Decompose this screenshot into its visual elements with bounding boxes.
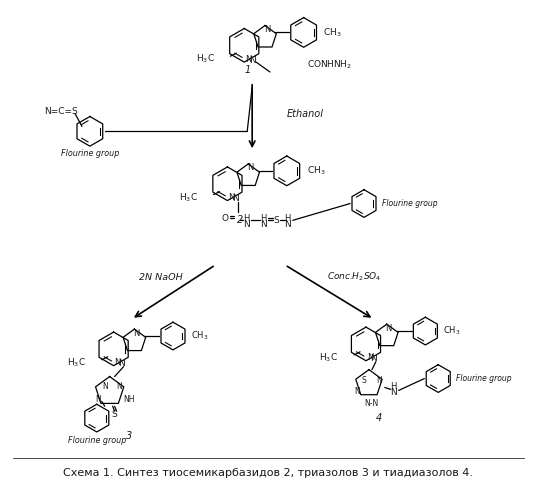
Text: N: N: [245, 54, 251, 64]
Text: N: N: [376, 376, 382, 385]
Text: CH$_3$: CH$_3$: [191, 330, 208, 342]
Text: N: N: [367, 354, 373, 362]
Text: N: N: [243, 220, 250, 229]
Text: Ethanol: Ethanol: [287, 108, 324, 118]
Text: CH$_3$: CH$_3$: [323, 26, 342, 38]
Text: CH$_3$: CH$_3$: [443, 325, 461, 338]
Text: N: N: [228, 193, 235, 202]
Text: Flourine group: Flourine group: [61, 148, 119, 158]
Text: N: N: [371, 354, 378, 364]
Text: Схема 1. Синтез тиосемикарбазидов 2, триазолов 3 и тиадиазолов 4.: Схема 1. Синтез тиосемикарбазидов 2, три…: [63, 468, 473, 477]
Text: H$_3$C: H$_3$C: [179, 192, 198, 204]
Text: N: N: [118, 359, 125, 368]
Text: NH: NH: [124, 395, 135, 404]
Text: S: S: [361, 376, 366, 385]
Text: H$_3$C: H$_3$C: [195, 53, 215, 66]
Text: N=C=S: N=C=S: [44, 107, 78, 116]
Text: H$_3$C: H$_3$C: [67, 356, 86, 369]
Text: H: H: [260, 214, 266, 223]
Text: N: N: [247, 164, 253, 172]
Text: CONHNH$_2$: CONHNH$_2$: [307, 59, 352, 72]
Text: H: H: [243, 214, 249, 223]
Text: S: S: [112, 410, 118, 418]
Text: N: N: [390, 388, 397, 397]
Text: CH$_3$: CH$_3$: [307, 164, 325, 177]
Text: H: H: [285, 214, 291, 223]
Text: Flourine group: Flourine group: [68, 436, 126, 446]
Text: H: H: [390, 382, 397, 391]
Text: 1: 1: [244, 65, 250, 75]
Text: S: S: [273, 216, 279, 225]
Text: 2N NaOH: 2N NaOH: [139, 273, 183, 282]
Text: N: N: [102, 382, 107, 391]
Text: N-N: N-N: [364, 399, 378, 408]
Text: N: N: [285, 220, 291, 229]
Text: N: N: [260, 220, 266, 229]
Text: N: N: [114, 358, 121, 367]
Text: N: N: [264, 25, 270, 34]
Text: N: N: [95, 395, 100, 404]
Text: N: N: [232, 194, 239, 203]
Text: H$_3$C: H$_3$C: [320, 352, 338, 364]
Text: 2: 2: [237, 216, 243, 226]
Text: N: N: [133, 328, 140, 338]
Text: N: N: [249, 56, 256, 64]
Text: N: N: [386, 324, 392, 332]
Text: N: N: [354, 387, 360, 396]
Text: N: N: [117, 382, 122, 391]
Text: O: O: [221, 214, 228, 223]
Text: 3: 3: [126, 431, 133, 441]
Text: Conc.H$_2$SO$_4$: Conc.H$_2$SO$_4$: [327, 270, 381, 283]
Text: Flourine group: Flourine group: [382, 199, 438, 208]
Text: Flourine group: Flourine group: [456, 374, 512, 383]
Text: 4: 4: [376, 413, 382, 423]
